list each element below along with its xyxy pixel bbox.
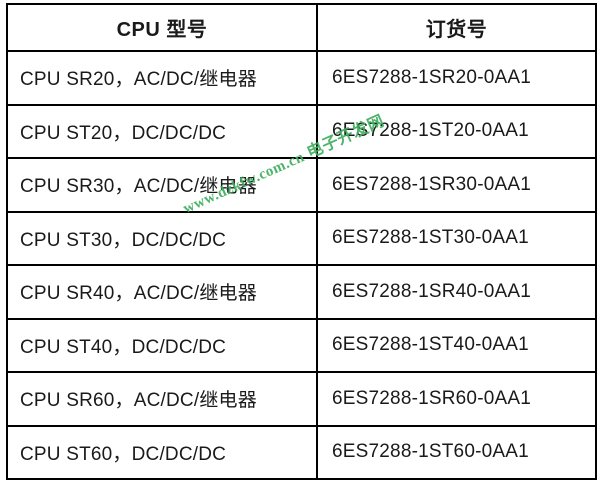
table-body: CPU SR20，AC/DC/继电器 6ES7288-1SR20-0AA1 CP… xyxy=(6,50,597,480)
cell-cpu-model: CPU SR60，AC/DC/继电器 xyxy=(6,371,318,427)
cell-order-number: 6ES7288-1ST20-0AA1 xyxy=(316,103,597,159)
cell-order-number: 6ES7288-1SR30-0AA1 xyxy=(316,157,597,213)
page-root: www.dzkfw.com.cn电子开发网 CPU 型号 订货号 CPU SR2… xyxy=(6,3,597,480)
column-header-order-number: 订货号 xyxy=(316,3,597,52)
cell-cpu-model: CPU ST60，DC/DC/DC xyxy=(6,424,318,480)
cell-order-number: 6ES7288-1ST60-0AA1 xyxy=(316,424,597,480)
cell-order-number: 6ES7288-1SR20-0AA1 xyxy=(316,50,597,106)
cell-order-number: 6ES7288-1SR60-0AA1 xyxy=(316,371,597,427)
cpu-order-number-table: CPU 型号 订货号 CPU SR20，AC/DC/继电器 6ES7288-1S… xyxy=(6,3,597,480)
cell-cpu-model: CPU SR30，AC/DC/继电器 xyxy=(6,157,318,213)
cell-cpu-model: CPU ST20，DC/DC/DC xyxy=(6,103,318,159)
cell-order-number: 6ES7288-1SR40-0AA1 xyxy=(316,264,597,320)
table-header-row: CPU 型号 订货号 xyxy=(6,3,597,52)
table-row: CPU SR20，AC/DC/继电器 6ES7288-1SR20-0AA1 xyxy=(6,50,597,106)
column-header-cpu-model: CPU 型号 xyxy=(6,3,318,52)
table-row: CPU SR40，AC/DC/继电器 6ES7288-1SR40-0AA1 xyxy=(6,264,597,320)
table-row: CPU ST40，DC/DC/DC 6ES7288-1ST40-0AA1 xyxy=(6,317,597,373)
table-row: CPU SR60，AC/DC/继电器 6ES7288-1SR60-0AA1 xyxy=(6,371,597,427)
cell-cpu-model: CPU SR20，AC/DC/继电器 xyxy=(6,50,318,106)
cell-order-number: 6ES7288-1ST30-0AA1 xyxy=(316,210,597,266)
cell-order-number: 6ES7288-1ST40-0AA1 xyxy=(316,317,597,373)
cell-cpu-model: CPU ST40，DC/DC/DC xyxy=(6,317,318,373)
cell-cpu-model: CPU SR40，AC/DC/继电器 xyxy=(6,264,318,320)
table-row: CPU ST20，DC/DC/DC 6ES7288-1ST20-0AA1 xyxy=(6,103,597,159)
spec-table-container: CPU 型号 订货号 CPU SR20，AC/DC/继电器 6ES7288-1S… xyxy=(6,3,597,480)
cell-cpu-model: CPU ST30，DC/DC/DC xyxy=(6,210,318,266)
table-header: CPU 型号 订货号 xyxy=(6,3,597,52)
table-row: CPU SR30，AC/DC/继电器 6ES7288-1SR30-0AA1 xyxy=(6,157,597,213)
table-row: CPU ST30，DC/DC/DC 6ES7288-1ST30-0AA1 xyxy=(6,210,597,266)
table-row: CPU ST60，DC/DC/DC 6ES7288-1ST60-0AA1 xyxy=(6,424,597,480)
